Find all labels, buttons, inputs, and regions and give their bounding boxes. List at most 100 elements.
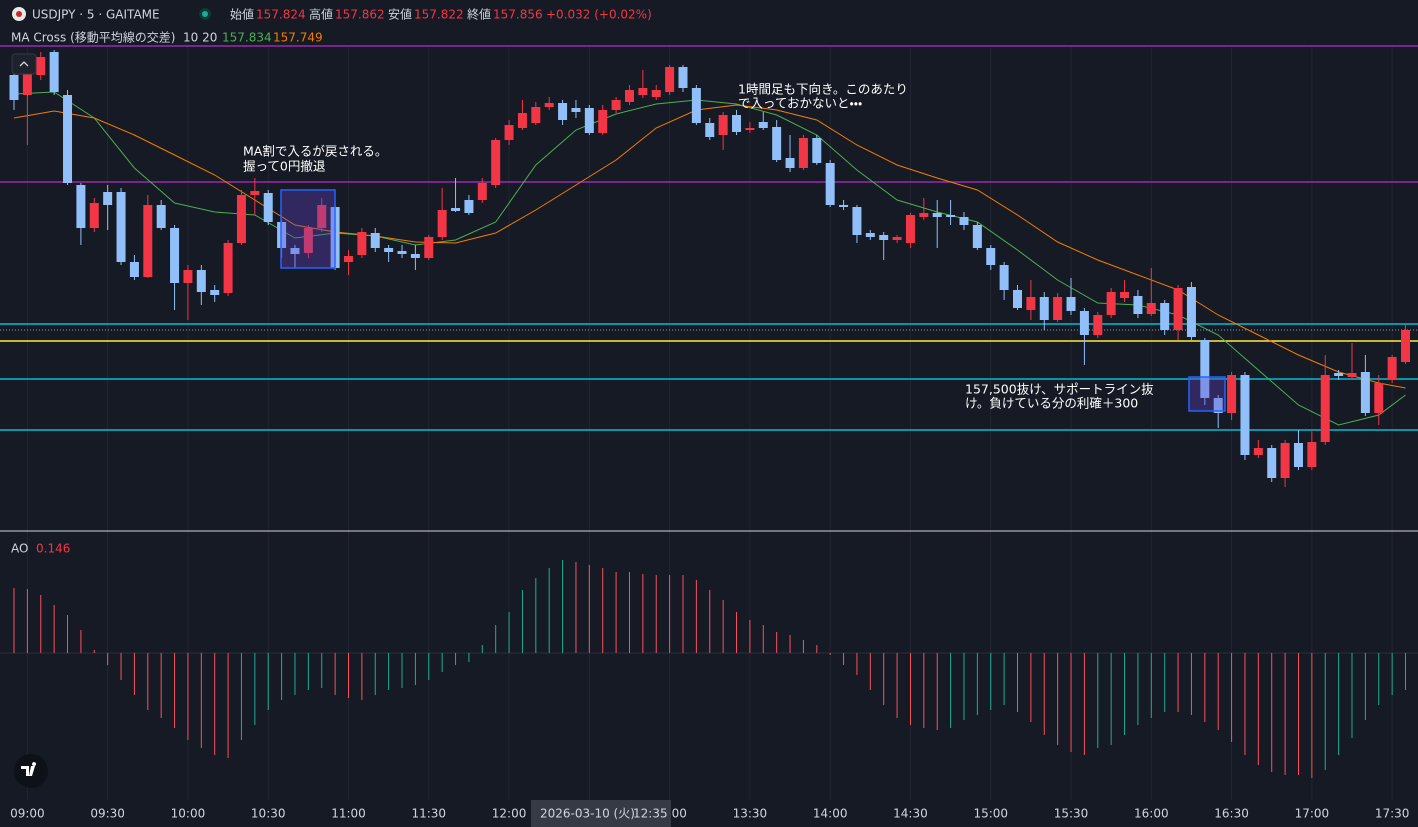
- crosshair-label-box: [531, 800, 671, 827]
- x-tick-label: 17:00: [1295, 807, 1330, 821]
- candle-body: [1093, 315, 1103, 335]
- candle-body: [986, 248, 996, 265]
- candle-body: [758, 122, 768, 128]
- candle-body: [183, 270, 193, 283]
- ohlc-label: 安値: [388, 7, 412, 22]
- indicator-params: 10 20: [183, 31, 217, 45]
- candle-body: [1320, 375, 1330, 442]
- ohlc-label: 高値: [309, 7, 333, 22]
- candle-body: [959, 217, 969, 225]
- candle-body: [892, 237, 902, 240]
- candle-body: [584, 108, 594, 133]
- annotation: 1時間足も下向き。このあたり: [738, 82, 908, 97]
- ohlc-label: 終値: [467, 7, 491, 22]
- candle-body: [1146, 303, 1156, 314]
- annotation: で入っておかないと・・・: [738, 96, 862, 111]
- x-tick-label: 14:30: [893, 807, 928, 821]
- candle-body: [798, 138, 808, 168]
- candle-body: [1347, 373, 1357, 377]
- candle-body: [22, 62, 32, 95]
- indicator-value: 0.146: [36, 542, 70, 556]
- candle-body: [772, 127, 782, 160]
- candle-body: [999, 265, 1009, 290]
- candle-body: [812, 138, 822, 163]
- candle-body: [932, 213, 942, 217]
- change: +0.032 (+0.02%): [546, 8, 652, 22]
- ao-histogram: [0, 560, 1418, 778]
- candle-body: [129, 262, 139, 277]
- x-tick-label: 11:00: [331, 807, 366, 821]
- x-tick-label: 11:30: [411, 807, 446, 821]
- candle-body: [919, 213, 929, 217]
- candle-body: [1401, 330, 1411, 362]
- candle-body: [210, 290, 220, 295]
- grid: [26, 45, 1393, 800]
- x-tick-label: 15:00: [973, 807, 1008, 821]
- x-tick-label: 10:30: [251, 807, 286, 821]
- candle-body: [1160, 303, 1170, 330]
- candle-body: [732, 115, 742, 132]
- candle-body: [598, 110, 608, 133]
- candles: [9, 50, 1411, 487]
- candle-body: [571, 108, 581, 112]
- candle-body: [785, 158, 795, 168]
- moving-average-line: [13, 91, 1406, 426]
- candle-body: [665, 67, 675, 92]
- candle-body: [424, 237, 434, 258]
- market-status-dot: [202, 11, 208, 17]
- candle-body: [504, 125, 514, 140]
- candle-body: [1186, 287, 1196, 337]
- candle-body: [36, 57, 46, 75]
- candle-body: [1360, 372, 1370, 413]
- candle-body: [49, 52, 59, 92]
- candle-body: [1026, 297, 1036, 310]
- candle-body: [437, 210, 447, 237]
- crosshair-time: 12:35: [633, 807, 668, 821]
- candle-body: [370, 233, 380, 248]
- candle-body: [865, 233, 875, 237]
- candle-body: [718, 115, 728, 135]
- candle-body: [103, 192, 113, 205]
- candle-body: [1374, 383, 1384, 413]
- x-tick-label: 12:00: [492, 807, 527, 821]
- candle-body: [236, 195, 246, 243]
- x-tick-label: 14:00: [813, 807, 848, 821]
- candle-body: [263, 193, 273, 222]
- candle-body: [1039, 297, 1049, 320]
- collapse-button[interactable]: [11, 53, 37, 75]
- candle-body: [517, 113, 527, 128]
- candle-body: [624, 90, 634, 102]
- x-tick-label: 09:00: [10, 807, 45, 821]
- candle-body: [839, 205, 849, 207]
- candle-body: [879, 235, 889, 240]
- candle-body: [196, 270, 206, 292]
- candle-body: [651, 90, 661, 97]
- candle-body: [1240, 375, 1250, 455]
- candle-body: [1280, 443, 1290, 478]
- candle-body: [223, 243, 233, 293]
- drawing-box: [280, 189, 336, 269]
- candle-body: [9, 75, 19, 100]
- moving-average-line: [13, 104, 1406, 389]
- indicator-name[interactable]: MA Cross (移動平均線の交差): [11, 30, 175, 45]
- crosshair-date: 2026-03-10 (火): [540, 807, 635, 821]
- candle-body: [678, 67, 688, 88]
- candle-body: [825, 163, 835, 205]
- candle-body: [156, 205, 166, 228]
- candle-body: [303, 228, 313, 253]
- indicator-name[interactable]: AO: [11, 542, 28, 556]
- x-tick-label: 16:30: [1214, 807, 1249, 821]
- drawing-box: [1188, 376, 1226, 412]
- candle-body: [531, 107, 541, 123]
- symbol[interactable]: USDJPY · 5 · GAITAME: [32, 8, 160, 22]
- candle-body: [558, 103, 568, 120]
- candle-body: [1120, 292, 1130, 298]
- moving-averages: [13, 91, 1406, 426]
- x-tick-label: 15:30: [1054, 807, 1089, 821]
- candle-body: [544, 103, 554, 107]
- candle-body: [76, 185, 86, 228]
- candle-body: [143, 205, 153, 277]
- candle-body: [946, 215, 956, 217]
- ohlc-label: 始値: [230, 7, 254, 22]
- horizontal-lines: [0, 45, 1418, 431]
